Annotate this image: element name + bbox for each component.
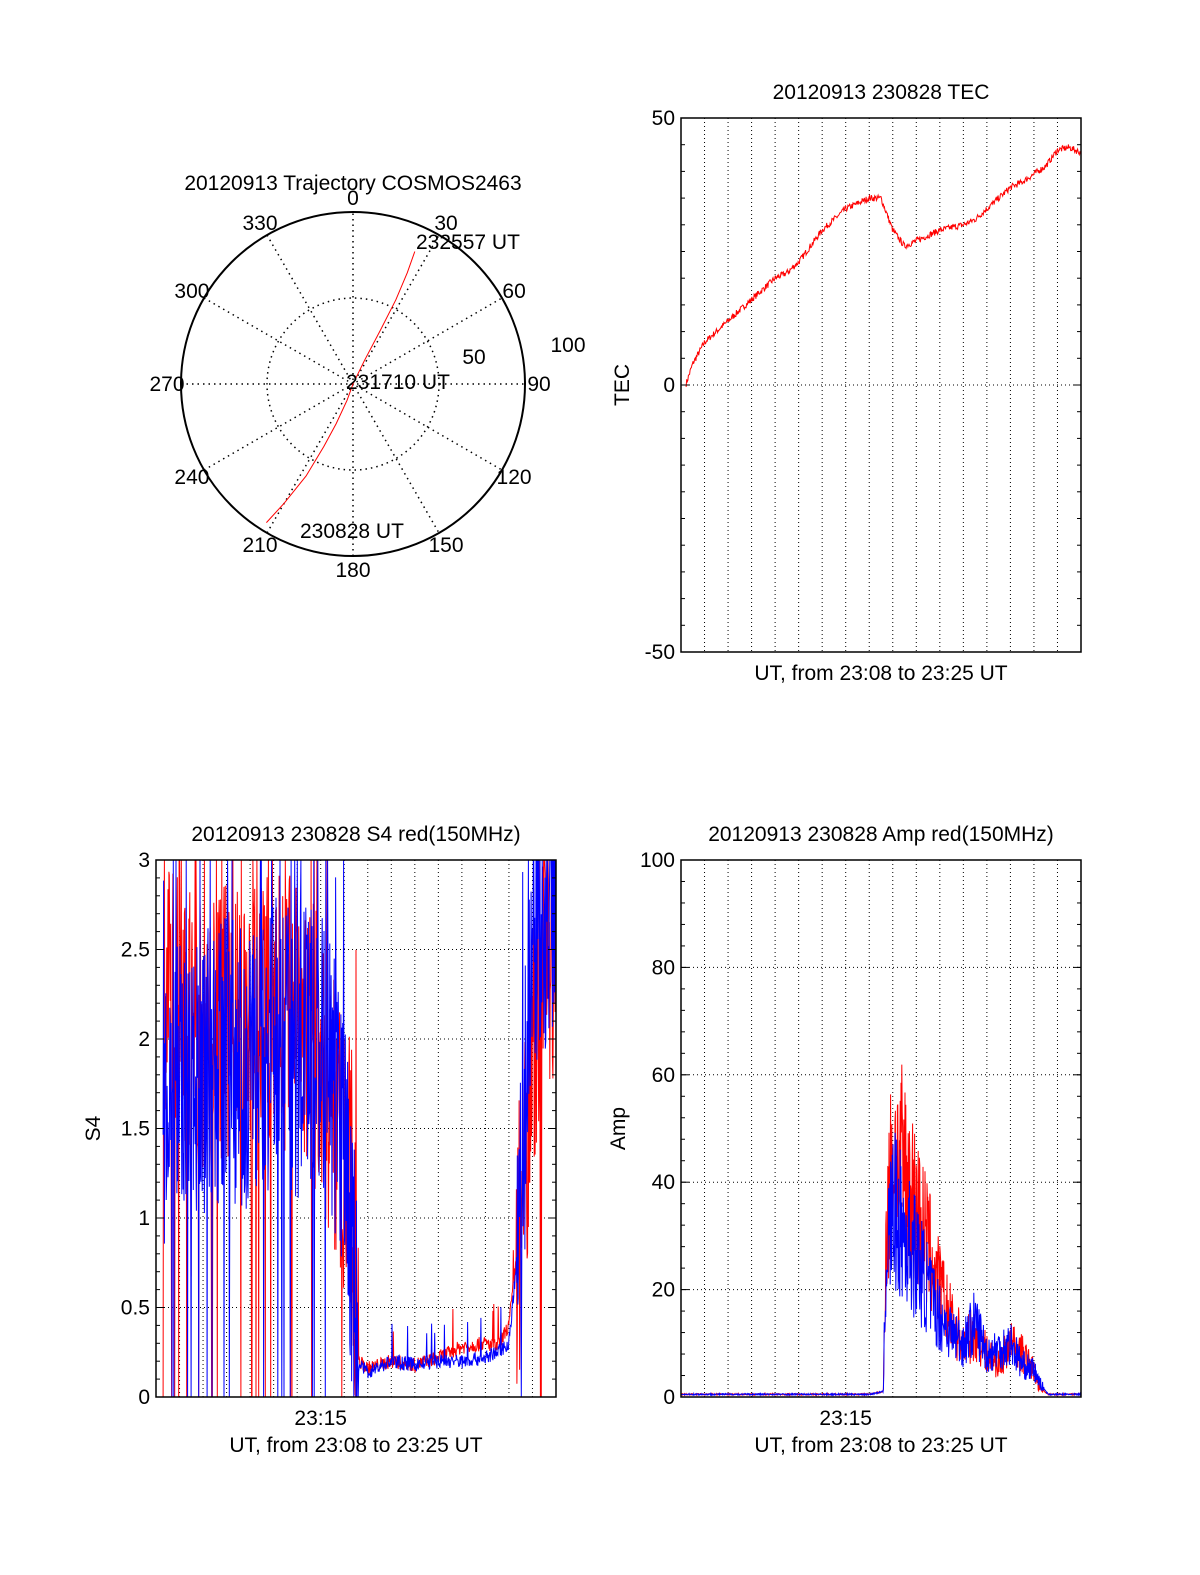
y-axis-label: Amp — [607, 1107, 630, 1150]
series-line-blue — [680, 1132, 1082, 1397]
polar-angle-label: 210 — [242, 534, 277, 557]
series-line-red — [685, 144, 1082, 387]
plot-frame — [680, 859, 1082, 1398]
trajectory-start-label: 230828 UT — [300, 520, 404, 543]
y-tick-label: 60 — [652, 1064, 675, 1087]
trajectory-line — [266, 251, 416, 523]
x-tick-label: 23:15 — [294, 1407, 347, 1430]
y-tick-label: 0 — [138, 1386, 150, 1409]
y-tick-label: 80 — [652, 956, 675, 979]
y-tick-label: 3 — [138, 849, 150, 872]
x-axis-label: UT, from 23:08 to 23:25 UT — [754, 662, 1007, 685]
tec-panel: 20120913 230828 TEC 50 0 -50 UT, from 23:08 … — [611, 81, 1082, 685]
x-axis-label: UT, from 23:08 to 23:25 UT — [229, 1434, 482, 1457]
polar-angle-label: 30 — [434, 212, 457, 235]
y-tick-label: 0.5 — [121, 1297, 150, 1320]
polar-angle-label: 180 — [335, 559, 370, 582]
y-tick-label: 40 — [652, 1171, 675, 1194]
y-tick-label: 20 — [652, 1279, 675, 1302]
trajectory-mid-label: 231710 UT — [346, 371, 450, 394]
plot-title: 20120913 230828 Amp red(150MHz) — [708, 823, 1054, 846]
y-tick-label: 0 — [663, 1386, 675, 1409]
y-tick-label: 1 — [138, 1207, 150, 1230]
polar-angle-label: 330 — [242, 212, 277, 235]
y-tick-label: 2.5 — [121, 939, 150, 962]
y-tick-label: -50 — [645, 641, 675, 664]
amp-panel: 20120913 230828 Amp red(150MHz) 100 80 60 40… — [607, 823, 1082, 1457]
s4-panel: 20120913 230828 S4 red(150MHz) 3 2.5 2 1.5 1 0… — [82, 823, 557, 1457]
polar-radial-label-100: 100 — [550, 334, 585, 357]
y-axis-label: S4 — [82, 1115, 105, 1141]
y-axis-label: TEC — [611, 364, 634, 406]
polar-title: 20120913 Trajectory COSMOS2463 — [184, 172, 521, 195]
y-tick-label: 50 — [652, 107, 675, 130]
series-line-red — [681, 1064, 1082, 1397]
polar-angle-labels: 0 30 60 90 120 150 180 210 240 270 300 330 — [149, 187, 550, 582]
polar-angle-label: 90 — [527, 373, 550, 396]
polar-trajectory-panel: 20120913 Trajectory COSMOS2463 0 30 60 90 12… — [149, 172, 585, 582]
polar-radial-label-50: 50 — [462, 346, 485, 369]
y-tick-label: 2 — [138, 1028, 150, 1051]
polar-angle-label: 0 — [347, 187, 359, 210]
series-line-blue — [162, 859, 557, 1398]
plot-title: 20120913 230828 TEC — [773, 81, 990, 104]
trajectory-end-label: 232557 UT — [416, 231, 520, 254]
polar-inner-circle — [266, 297, 440, 471]
x-tick-label: 23:15 — [819, 1407, 872, 1430]
polar-angle-label: 120 — [497, 466, 532, 489]
plot-title: 20120913 230828 S4 red(150MHz) — [191, 823, 520, 846]
y-tick-label: 100 — [640, 849, 675, 872]
polar-angle-label: 270 — [149, 373, 184, 396]
polar-angle-label: 150 — [428, 534, 463, 557]
y-tick-label: 0 — [663, 374, 675, 397]
polar-angle-label: 300 — [174, 280, 209, 303]
polar-angle-label: 60 — [502, 280, 525, 303]
polar-angle-label: 240 — [174, 466, 209, 489]
x-axis-label: UT, from 23:08 to 23:25 UT — [754, 1434, 1007, 1457]
y-tick-label: 1.5 — [121, 1118, 150, 1141]
